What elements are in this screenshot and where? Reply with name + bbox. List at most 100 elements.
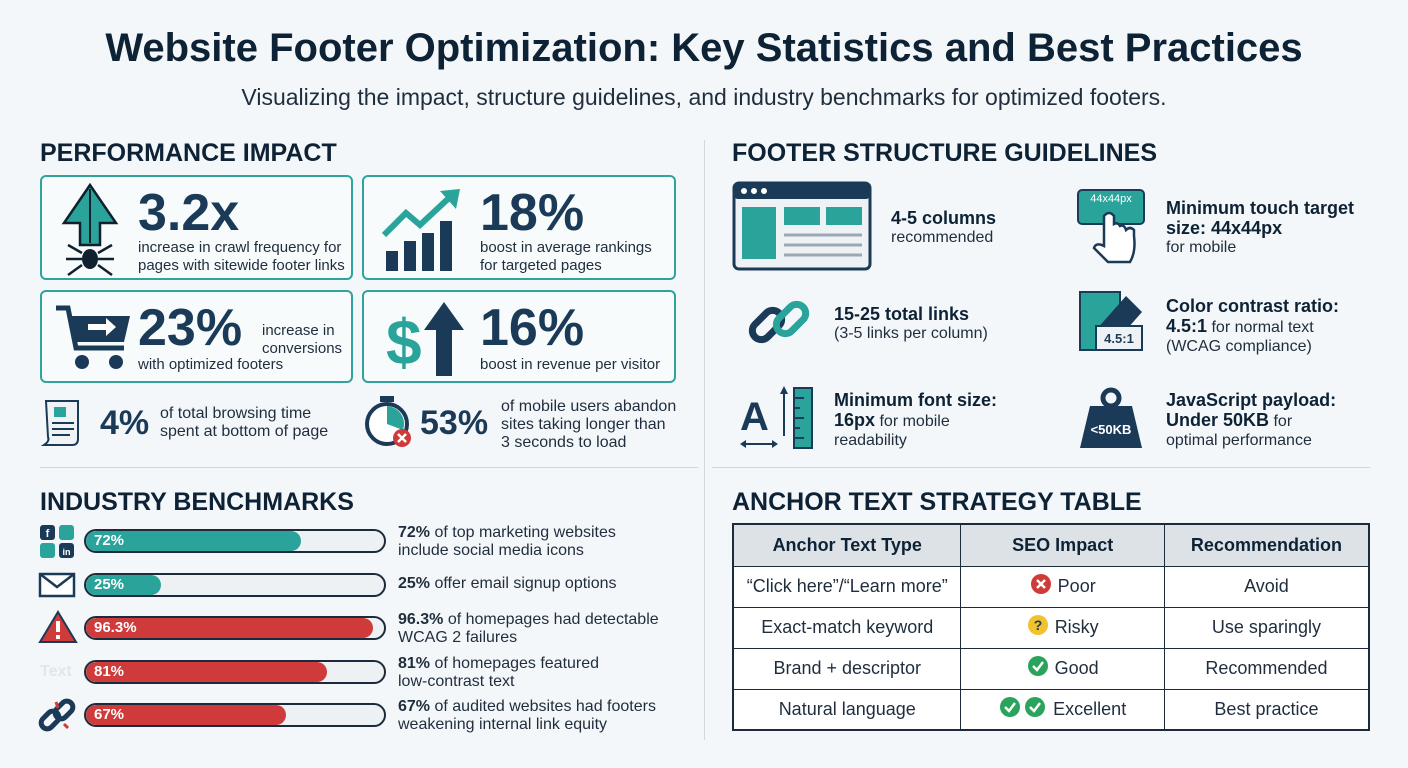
benchmark-text: 67% of audited websites had footers weake… xyxy=(398,698,656,733)
stat-desc-mobile-abandon: of mobile users abandon sites taking long… xyxy=(501,398,677,451)
seo-impact-cell: ? Risky xyxy=(960,606,1165,649)
stat-card-rankings: 18% boost in average rankings for targete… xyxy=(362,175,676,280)
benchmark-bar-fill xyxy=(86,618,373,638)
stopwatch-icon xyxy=(365,396,411,447)
structure-heading: FOOTER STRUCTURE GUIDELINES xyxy=(732,139,1158,167)
table-row: Brand + descriptor Good Recommended xyxy=(732,647,1370,690)
anchor-table-heading: ANCHOR TEXT STRATEGY TABLE xyxy=(732,488,1142,516)
guideline-touch-target: Minimum touch target size: 44x44px for m… xyxy=(1166,198,1354,256)
touch-target-icon: 44x44px xyxy=(1077,189,1145,264)
table-header-row: Anchor Text Type SEO Impact Recommendati… xyxy=(732,523,1370,567)
contrast-icon: 4.5:1 xyxy=(1079,291,1143,351)
stat-value-conversions: 23% xyxy=(138,299,243,357)
stat-desc-revenue: boost in revenue per visitor xyxy=(480,356,661,373)
column-header: SEO Impact xyxy=(960,523,1165,567)
seo-impact-label: Poor xyxy=(1057,576,1096,596)
stat-desc-browsing: of total browsing time spent at bottom of… xyxy=(160,405,329,440)
guideline-contrast: Color contrast ratio: 4.5:1 for normal t… xyxy=(1166,296,1340,355)
social-media-icons: f in xyxy=(40,525,74,558)
table-row: “Click here”/“Learn more” Poor Avoid xyxy=(732,565,1370,608)
stat-desc-conversions-1: increase in conversions xyxy=(262,322,343,357)
seo-impact-cell: Good xyxy=(960,647,1165,690)
benchmark-bar-label: 81% xyxy=(94,663,125,680)
svg-text:$: $ xyxy=(386,306,422,378)
dollar-arrow-icon: $ xyxy=(386,302,464,378)
stat-value-revenue: 16% xyxy=(480,299,585,357)
seo-impact-label: Risky xyxy=(1054,617,1099,637)
stat-card-conversions: 23% increase in conversions with optimize… xyxy=(40,290,353,383)
table-row: Natural language Excellent Best practice xyxy=(732,688,1370,731)
anchor-type-cell: Brand + descriptor xyxy=(732,647,962,690)
stat-value-rankings: 18% xyxy=(480,184,585,242)
seo-impact-label: Good xyxy=(1054,658,1099,678)
benchmark-bar-fill xyxy=(86,575,161,595)
recommendation-cell: Best practice xyxy=(1163,688,1370,731)
benchmark-bar-label: 72% xyxy=(94,532,125,549)
low-contrast-text-icon: Text xyxy=(40,663,72,680)
svg-text:?: ? xyxy=(1033,617,1042,633)
broken-link-icon xyxy=(38,698,76,732)
scroll-page-icon xyxy=(40,400,79,446)
guideline-columns: 4-5 columns recommended xyxy=(891,208,997,246)
stat-desc-crawl: increase in crawl frequency for pages wit… xyxy=(138,239,345,274)
benchmark-bar-label: 67% xyxy=(94,706,125,723)
check-circle-icon xyxy=(1027,655,1049,682)
svg-text:44x44px: 44x44px xyxy=(1090,193,1132,205)
seo-impact-label: Excellent xyxy=(1053,698,1127,719)
stat-card-revenue: $ 16% boost in revenue per visitor xyxy=(362,290,676,383)
benchmark-bar-fill xyxy=(86,531,301,551)
table-row: Exact-match keyword? Risky Use sparingly xyxy=(732,606,1370,649)
benchmark-text: 25% offer email signup options xyxy=(398,575,617,592)
stat-desc-rankings: boost in average rankings for targeted pa… xyxy=(480,239,652,274)
vertical-divider xyxy=(704,140,705,740)
benchmark-bar-fill xyxy=(86,705,286,725)
recommendation-cell: Avoid xyxy=(1163,565,1370,608)
benchmark-bar: 25% xyxy=(84,573,386,597)
stat-desc-conversions-2: with optimized footers xyxy=(138,356,284,373)
stat-card-crawl: 3.2x increase in crawl frequency for page… xyxy=(40,175,353,280)
page-title: Website Footer Optimization: Key Statist… xyxy=(105,26,1303,70)
font-size-icon: A xyxy=(740,386,813,449)
column-header: Anchor Text Type xyxy=(732,523,962,567)
anchor-type-cell: Natural language xyxy=(732,688,962,731)
benchmark-bar: 67% xyxy=(84,703,386,727)
svg-text:f: f xyxy=(46,528,50,540)
spider-arrow-icon xyxy=(61,183,119,277)
column-header: Recommendation xyxy=(1163,523,1370,567)
benchmark-bar: 96.3% xyxy=(84,616,386,640)
recommendation-cell: Use sparingly xyxy=(1163,606,1370,649)
guideline-font-size: Minimum font size: 16px for mobile reada… xyxy=(834,390,997,449)
horizontal-divider-right xyxy=(712,467,1370,468)
horizontal-divider-left xyxy=(40,467,698,468)
guideline-total-links: 15-25 total links (3-5 links per column) xyxy=(834,304,988,342)
double-check-icon xyxy=(999,696,1047,723)
weight-icon: <50KB xyxy=(1080,387,1142,448)
stat-value-browsing: 4% xyxy=(100,404,150,442)
page-subtitle: Visualizing the impact, structure guidel… xyxy=(241,84,1167,110)
seo-impact-cell: Poor xyxy=(960,565,1165,608)
recommendation-cell: Recommended xyxy=(1163,647,1370,690)
benchmark-bar-label: 25% xyxy=(94,576,125,593)
benchmark-bar-label: 96.3% xyxy=(94,619,137,636)
anchor-text-table: Anchor Text Type SEO Impact Recommendati… xyxy=(732,523,1370,731)
benchmark-bar: 72% xyxy=(84,529,386,553)
svg-text:A: A xyxy=(740,395,769,439)
svg-text:in: in xyxy=(63,547,71,557)
rising-chart-icon xyxy=(381,189,460,271)
benchmarks-heading: INDUSTRY BENCHMARKS xyxy=(40,488,354,516)
anchor-type-cell: “Click here”/“Learn more” xyxy=(732,565,962,608)
svg-text:<50KB: <50KB xyxy=(1091,422,1132,437)
benchmark-text: 96.3% of homepages had detectable WCAG 2 … xyxy=(398,611,659,646)
question-circle-icon: ? xyxy=(1027,614,1049,641)
x-circle-icon xyxy=(1030,573,1052,600)
guideline-js-payload: JavaScript payload: Under 50KB for optim… xyxy=(1166,390,1337,449)
benchmark-text: 72% of top marketing websites include soc… xyxy=(398,524,616,559)
stat-value-mobile-abandon: 53% xyxy=(420,404,489,442)
anchor-type-cell: Exact-match keyword xyxy=(732,606,962,649)
benchmark-text: 81% of homepages featured low-contrast te… xyxy=(398,655,600,690)
benchmark-bar: 81% xyxy=(84,660,386,684)
svg-text:4.5:1: 4.5:1 xyxy=(1104,331,1134,346)
stat-value-crawl: 3.2x xyxy=(138,184,240,242)
link-icon xyxy=(748,300,810,344)
envelope-icon xyxy=(38,572,76,598)
